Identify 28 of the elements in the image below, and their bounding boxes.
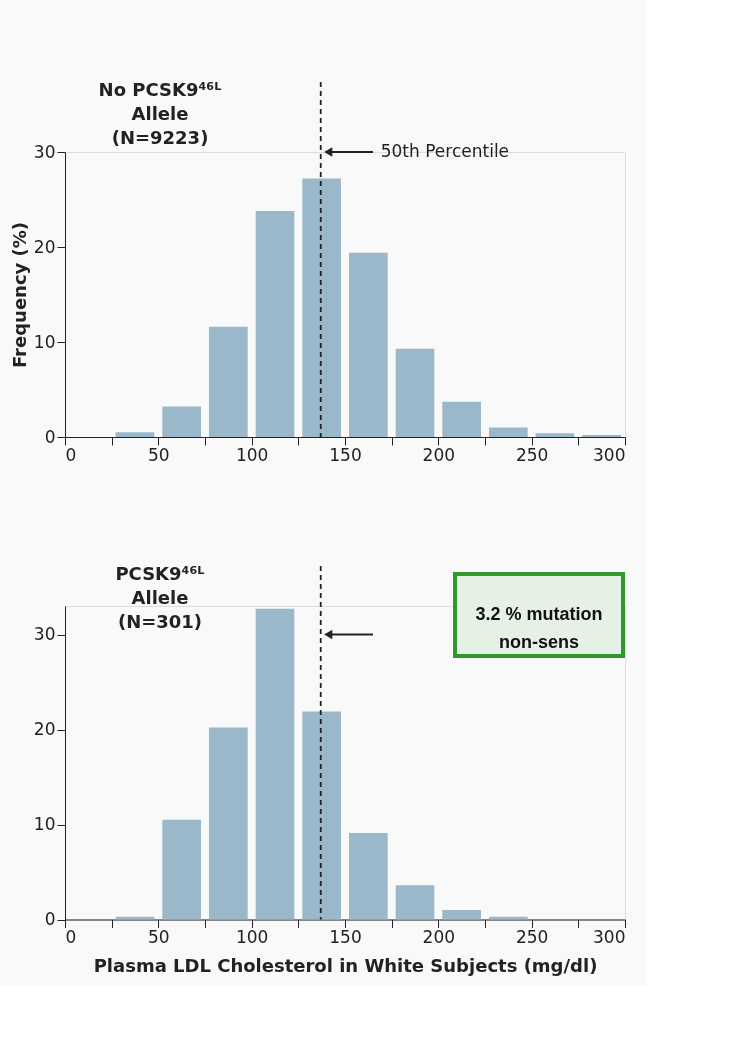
y-tick-label: 30 [33,624,56,644]
y-tick-label: 0 [44,426,56,447]
x-tick-label: 50 [148,444,170,465]
annotation: 3.2 % mutation non-sens [475,604,603,652]
y-tick-label: 0 [44,909,56,929]
x-tick-label: 100 [235,444,269,465]
x-tick-label: 50 [148,927,170,947]
y-tick-label: 10 [33,331,56,352]
y-tick-label: 20 [33,719,56,739]
y-tick-label: 30 [33,141,56,162]
x-tick-label: 150 [329,927,362,947]
y-tick-label: 20 [33,236,56,257]
chart-title: No PCSK9⁴⁶ᴸ Allele (N=9223) [98,79,222,148]
x-tick-label: 250 [515,444,549,465]
x-tick-label: 200 [422,444,456,465]
y-tick-label: 10 [33,814,56,834]
x-tick-label: 250 [515,927,549,947]
chart-title: PCSK9⁴⁶ᴸ Allele (N=301) [115,563,205,632]
x-tick-label: 300 [593,444,626,465]
ref-line-label: 50th Percentile [380,141,510,161]
x-tick-label: 0 [65,444,77,465]
x-tick-label: 200 [422,927,456,947]
x-axis-title: Plasma LDL Cholesterol in White Subjects (mg/dl) [93,955,598,976]
y-axis-title: Frequency (%) [8,221,30,369]
x-tick-label: 0 [65,927,77,947]
x-tick-label: 300 [593,927,626,947]
x-tick-label: 150 [329,444,362,465]
x-tick-label: 100 [235,927,269,947]
